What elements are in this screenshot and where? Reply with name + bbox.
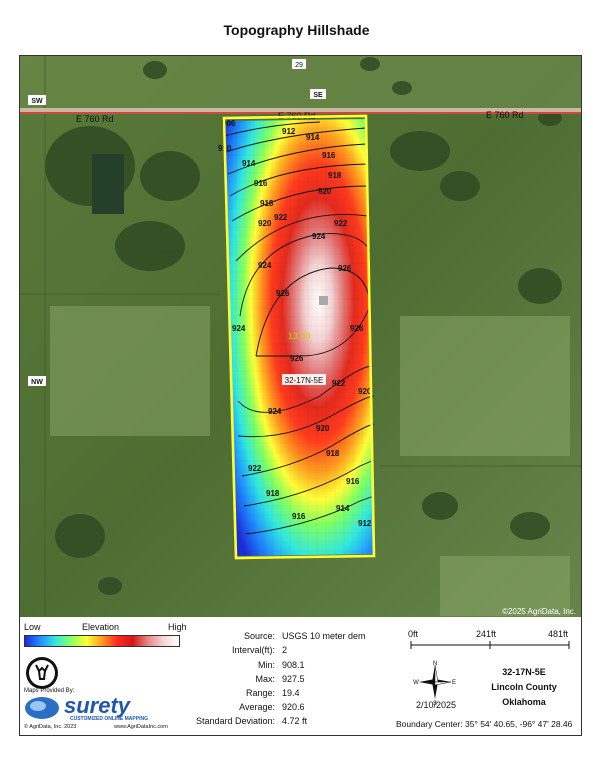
svg-text:916: 916 xyxy=(292,512,306,521)
average-label: Average: xyxy=(239,702,275,712)
road-label-right: E 760 Rd xyxy=(486,110,524,120)
footer-website[interactable]: www.AgriDataInc.com xyxy=(114,724,168,730)
svg-text:918: 918 xyxy=(266,489,280,498)
svg-text:926: 926 xyxy=(350,324,364,333)
svg-text:926: 926 xyxy=(290,354,304,363)
svg-text:918: 918 xyxy=(326,449,340,458)
svg-text:924: 924 xyxy=(258,261,272,270)
svg-text:E: E xyxy=(452,680,456,686)
min-value: 908.1 xyxy=(282,660,305,670)
svg-text:924: 924 xyxy=(312,232,326,241)
svg-text:914: 914 xyxy=(242,159,256,168)
average-value: 920.6 xyxy=(282,702,305,712)
svg-text:924: 924 xyxy=(232,324,246,333)
svg-text:922: 922 xyxy=(332,379,346,388)
maps-provided-by: Maps Provided By: xyxy=(24,688,75,694)
section-dir-label: SE xyxy=(313,92,323,99)
state: Oklahoma xyxy=(502,697,546,707)
surety-logo-icon xyxy=(25,697,59,719)
svg-text:920: 920 xyxy=(316,424,330,433)
map-view[interactable]: E 760 Rd E 760 Rd E 760 Rd 29 SE SW NW xyxy=(19,55,582,619)
map-svg: E 760 Rd E 760 Rd E 760 Rd 29 SE SW NW xyxy=(20,56,581,618)
range-label: Range: xyxy=(245,688,275,698)
scale-bar xyxy=(410,641,570,649)
svg-text:914: 914 xyxy=(306,133,320,142)
svg-text:912: 912 xyxy=(358,519,372,528)
scale-tick-1: 241ft xyxy=(476,629,497,639)
deer-logo xyxy=(26,657,58,689)
std-label: Standard Deviation: xyxy=(195,716,275,726)
svg-text:920: 920 xyxy=(358,387,372,396)
source-label: Source: xyxy=(243,631,275,641)
surety-tagline: CUSTOMIZED ONLINE MAPPING xyxy=(70,716,148,722)
svg-text:918: 918 xyxy=(328,171,342,180)
surety-brand: surety xyxy=(64,693,131,718)
elevation-raster xyxy=(224,119,374,556)
nw-label: NW xyxy=(31,379,43,386)
road-e760 xyxy=(20,108,581,114)
svg-text:926: 926 xyxy=(338,264,352,273)
range-value: 19.4 xyxy=(282,688,300,698)
svg-text:922: 922 xyxy=(248,464,262,473)
info-panel: Low Elevation High Maps Provided By: sur… xyxy=(19,617,582,736)
max-value: 927.5 xyxy=(282,674,305,684)
parcel-label: 32-17N-5E xyxy=(285,376,324,385)
svg-text:920: 920 xyxy=(318,187,332,196)
map-date: 2/10/2025 xyxy=(416,700,457,710)
sw-label: SW xyxy=(31,98,43,105)
max-label: Max: xyxy=(255,674,275,684)
tree-clusters xyxy=(45,57,562,595)
std-value: 4.72 ft xyxy=(282,716,308,726)
svg-text:906: 906 xyxy=(222,119,236,128)
svg-text:912: 912 xyxy=(282,127,296,136)
svg-text:916: 916 xyxy=(346,477,360,486)
interval-value: 2 xyxy=(282,645,288,655)
road-label-left: E 760 Rd xyxy=(76,114,114,124)
scale-tick-0: 0ft xyxy=(408,629,419,639)
svg-text:918: 918 xyxy=(260,199,274,208)
location-code: 32-17N-5E xyxy=(502,667,546,677)
svg-text:916: 916 xyxy=(322,151,336,160)
parcel-boundary[interactable] xyxy=(222,114,376,560)
map-copyright: ©2025 AgriData, Inc. xyxy=(502,607,576,616)
legend-low: Low xyxy=(24,622,41,632)
scale-tick-2: 481ft xyxy=(548,629,569,639)
interval-label: Interval(ft): xyxy=(231,645,275,655)
source-value: USGS 10 meter dem xyxy=(282,631,366,641)
svg-text:922: 922 xyxy=(274,213,288,222)
legend-gradient xyxy=(24,635,180,647)
svg-text:W: W xyxy=(413,680,419,686)
svg-text:920: 920 xyxy=(258,219,272,228)
svg-text:916: 916 xyxy=(254,179,268,188)
pond xyxy=(92,154,124,214)
legend-elevation: Elevation xyxy=(82,622,120,632)
svg-text:926: 926 xyxy=(276,289,290,298)
compass-rose-icon: N S E W xyxy=(413,661,456,705)
footer-copyright: © AgriData, Inc. 2023 xyxy=(24,724,77,730)
relief-value: 13.00 xyxy=(288,331,311,341)
county: Lincoln County xyxy=(491,682,557,692)
min-label: Min: xyxy=(257,660,275,670)
section-number-bg xyxy=(292,59,306,69)
section-number: 29 xyxy=(295,62,303,69)
svg-text:S: S xyxy=(433,701,437,705)
light-field-patches xyxy=(50,306,570,616)
page-title: Topography Hillshade xyxy=(223,22,370,38)
svg-text:922: 922 xyxy=(334,219,348,228)
legend-high: High xyxy=(168,622,187,632)
contour-labels: 906 910 912 914 914 916 916 918 918 920 … xyxy=(218,119,372,528)
svg-text:914: 914 xyxy=(336,504,350,513)
svg-text:924: 924 xyxy=(268,407,282,416)
boundary-center: Boundary Center: 35° 54' 40.65, -96° 47'… xyxy=(396,719,573,729)
svg-text:N: N xyxy=(433,661,437,667)
